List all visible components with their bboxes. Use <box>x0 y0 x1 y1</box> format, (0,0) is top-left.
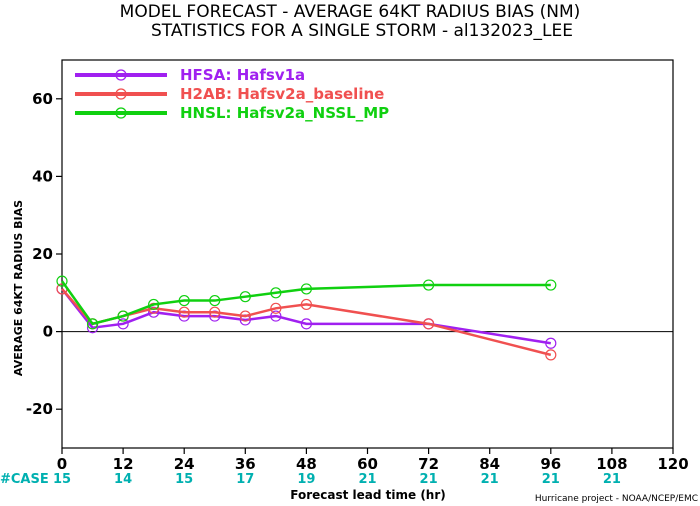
data-point <box>209 294 221 307</box>
case-label: #CASE <box>0 472 49 487</box>
y-tick-label: -20 <box>26 400 53 418</box>
data-point <box>178 306 190 318</box>
data-point <box>423 279 435 291</box>
case-count: 21 <box>420 472 438 487</box>
legend-entry: H2AB: Hafsv2a_baseline <box>75 85 384 103</box>
y-tick-label: 40 <box>32 167 53 185</box>
x-tick-label: 84 <box>479 455 500 473</box>
data-point <box>148 298 160 311</box>
data-point <box>300 318 312 330</box>
legend-label: H2AB: Hafsv2a_baseline <box>180 85 384 103</box>
y-tick-label: 20 <box>32 245 53 263</box>
x-tick-label: 0 <box>57 455 67 473</box>
legend-marker <box>115 88 127 100</box>
data-point <box>178 294 190 307</box>
data-point <box>545 279 557 291</box>
series-line <box>60 280 551 326</box>
x-tick-label: 108 <box>596 455 627 473</box>
data-point <box>117 310 129 322</box>
legend-marker <box>115 69 127 81</box>
case-count: 21 <box>603 472 621 487</box>
x-tick-label: 12 <box>113 455 134 473</box>
case-count: 21 <box>481 472 499 487</box>
data-point <box>209 306 221 318</box>
case-count: 21 <box>358 472 376 487</box>
x-tick-label: 72 <box>418 455 439 473</box>
series-2 <box>56 283 557 361</box>
data-point <box>270 310 282 322</box>
y-axis-label: AVERAGE 64KT RADIUS BIAS <box>12 200 25 376</box>
series-line <box>61 288 552 357</box>
data-point <box>117 318 129 330</box>
case-count: 14 <box>114 472 132 487</box>
chart-title-line-1: MODEL FORECAST - AVERAGE 64KT RADIUS BIA… <box>120 2 581 22</box>
data-point <box>56 275 68 287</box>
data-point <box>239 310 251 322</box>
data-point <box>270 287 282 299</box>
series-layer <box>56 275 557 361</box>
x-tick-label: 60 <box>357 455 378 473</box>
case-count: 17 <box>236 472 254 487</box>
y-tick-label: 60 <box>32 90 53 108</box>
data-point <box>300 298 312 311</box>
x-tick-label: 96 <box>540 455 561 473</box>
data-point <box>270 302 282 314</box>
x-tick-label: 120 <box>657 455 688 473</box>
chart-titles: MODEL FORECAST - AVERAGE 64KT RADIUS BIA… <box>120 2 581 41</box>
data-point <box>86 318 99 330</box>
case-count: 19 <box>297 472 315 487</box>
y-tick-label: 0 <box>43 323 53 341</box>
case-count: 15 <box>53 472 71 487</box>
series-3 <box>56 275 557 330</box>
data-point <box>423 318 435 330</box>
x-tick-label: 48 <box>296 455 317 473</box>
case-count: 21 <box>542 472 560 487</box>
credit-text: Hurricane project - NOAA/NCEP/EMC <box>535 494 698 504</box>
case-counts: #CASE 15 14 15 17 19 21 21 21 21 21 <box>0 472 621 487</box>
x-axis-label: Forecast lead time (hr) <box>290 488 446 502</box>
data-point <box>239 291 251 303</box>
series-1 <box>56 283 557 349</box>
legend-marker <box>115 107 127 119</box>
y-axis-ticks: -20 0 20 40 60 <box>26 90 62 418</box>
x-tick-label: 36 <box>235 455 256 473</box>
legend-label: HFSA: Hafsv1a <box>180 66 305 84</box>
x-tick-label: 24 <box>174 455 195 473</box>
chart-title-line-2: STATISTICS FOR A SINGLE STORM - al132023… <box>151 21 573 41</box>
legend-label: HNSL: Hafsv2a_NSSL_MP <box>180 104 389 122</box>
legend-entry: HFSA: Hafsv1a <box>75 66 305 84</box>
legend-entry: HNSL: Hafsv2a_NSSL_MP <box>75 104 389 122</box>
series-line <box>61 288 551 345</box>
data-point <box>545 337 557 349</box>
case-count: 15 <box>175 472 193 487</box>
data-point <box>300 283 312 295</box>
data-point <box>545 349 557 361</box>
x-axis-ticks: 0 12 24 36 48 60 72 84 96 108 120 <box>57 448 689 473</box>
